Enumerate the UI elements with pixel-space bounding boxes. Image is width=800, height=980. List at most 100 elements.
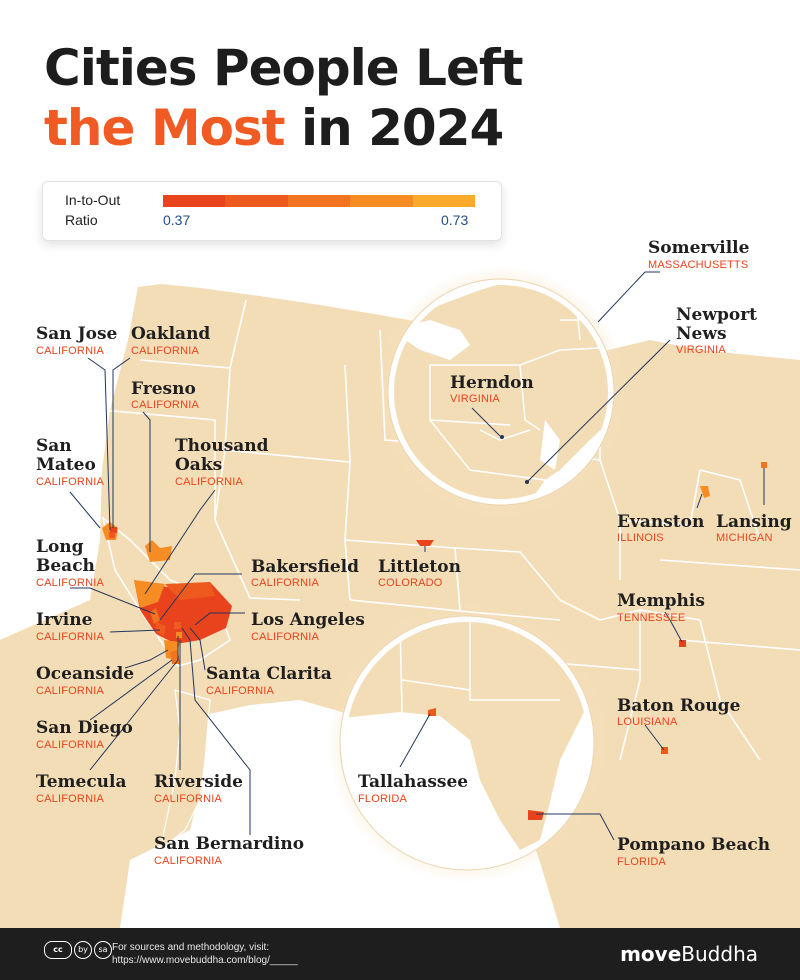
label-evanston: Evanston [617,512,705,532]
leader-baton-rouge [644,724,665,751]
label-thousand-oaks: Thousand Oaks [175,436,269,475]
legend: In-to-Out Ratio 0.37 0.73 [42,181,502,241]
cc-icon: cc [44,941,72,959]
brand-logo: moveBuddha [620,942,758,966]
label-lansing: Lansing [716,512,792,532]
label-oceanside: Oceanside [36,664,135,684]
leader-san-diego [89,659,173,721]
leader-los-angeles [194,612,245,626]
legend-label-line-2: Ratio [65,212,98,228]
label-littleton: Littleton [378,557,461,577]
state-fresno: CALIFORNIA [131,399,200,411]
label-tallahassee: Tallahassee [358,772,469,792]
legend-swatch-2 [225,195,288,207]
state-san-mateo: CALIFORNIA [36,476,105,488]
leader-herndon [471,407,501,437]
leader-long-beach [70,587,156,615]
leader-newport-news [526,339,671,483]
shape-baton-rouge [661,747,668,754]
legend-color-scale [163,195,476,207]
baja-land [159,689,211,852]
title-line-2-rest: in 2024 [284,99,504,157]
leader-thousand-oaks [144,489,216,595]
label-irvine: Irvine [36,610,93,630]
leader-somerville [597,271,660,323]
state-somerville: MASSACHUSETTS [648,259,749,271]
leader-san-jose [87,357,111,531]
shape-thousand-oaks [134,580,165,608]
source-link[interactable]: https://www.movebuddha.com/blog/_____ [112,955,298,966]
footer: cc by sa For sources and methodology, vi… [0,928,800,980]
state-oceanside: CALIFORNIA [36,685,105,697]
state-memphis: TENNESSEE [617,612,686,624]
state-evanston: ILLINOIS [617,532,664,544]
legend-swatch-5 [412,195,476,207]
source-line-1: For sources and methodology, visit: [112,942,270,953]
state-baton-rouge: LOUISIANA [617,716,678,728]
shape-pompano-beach [528,810,544,820]
state-irvine: CALIFORNIA [36,631,105,643]
sa-icon: sa [94,941,112,959]
label-oakland: Oakland [131,324,211,344]
leader-memphis [664,611,683,643]
inset-northeast [387,278,615,506]
state-littleton: COLORADO [378,577,443,589]
state-san-diego: CALIFORNIA [36,739,105,751]
label-fresno: Fresno [131,379,196,399]
brand-regular: Buddha [681,942,758,966]
state-long-beach: CALIFORNIA [36,577,105,589]
label-pompano-beach: Pompano Beach [617,835,771,855]
shape-oakland [110,527,117,533]
shape-evanston [700,486,710,498]
state-los-angeles: CALIFORNIA [251,631,320,643]
state-oakland: CALIFORNIA [131,345,200,357]
shape-san-jose [109,532,115,538]
label-herndon: Herndon [450,373,534,393]
state-bakersfield: CALIFORNIA [251,577,320,589]
leader-irvine [109,629,161,633]
leader-evanston [696,493,703,509]
label-santa-clarita: Santa Clarita [206,664,332,684]
page-title: Cities People Left the Most in 2024 [44,38,524,158]
california-city-shapes [102,522,232,664]
legend-swatch-4 [350,195,413,207]
california-border [101,515,231,667]
leader-tallahassee [399,713,431,768]
oregon-nevada-border [101,409,216,520]
leader-pompano-beach [536,813,615,841]
title-highlight: the Most [44,99,286,157]
shape-irvine [156,622,166,636]
label-somerville: Somerville [648,238,750,258]
state-pompano-beach: FLORIDA [617,856,667,868]
shape-littleton [416,540,434,546]
leader-san-mateo [69,491,101,529]
label-los-angeles: Los Angeles [251,610,365,630]
state-san-bernardino: CALIFORNIA [154,855,223,867]
shape-lansing [761,462,767,468]
shape-fresno [145,540,172,562]
label-temecula: Temecula [36,772,127,792]
leader-oceanside [124,649,169,669]
brand-bold: move [620,942,682,966]
leader-oakland [112,357,131,528]
leader-bakersfield [159,573,242,621]
leader-lines [69,271,765,841]
shape-memphis [679,640,686,647]
state-thousand-oaks: CALIFORNIA [175,476,244,488]
leader-temecula [89,636,179,771]
label-long-beach: Long Beach [36,537,95,576]
legend-max-value: 0.73 [441,212,469,228]
label-baton-rouge: Baton Rouge [617,696,741,716]
leader-santa-clarita [189,627,206,671]
label-memphis: Memphis [617,591,705,611]
state-san-jose: CALIFORNIA [36,345,105,357]
title-line-1: Cities People Left [44,39,524,97]
us-map [0,266,800,928]
legend-min-value: 0.37 [163,212,191,228]
shape-riverside [174,622,181,629]
license-badge: cc by sa [44,941,112,959]
label-san-jose: San Jose [36,324,118,344]
chesapeake-bay [540,420,560,470]
state-santa-clarita: CALIFORNIA [206,685,275,697]
shape-temecula [176,632,182,638]
